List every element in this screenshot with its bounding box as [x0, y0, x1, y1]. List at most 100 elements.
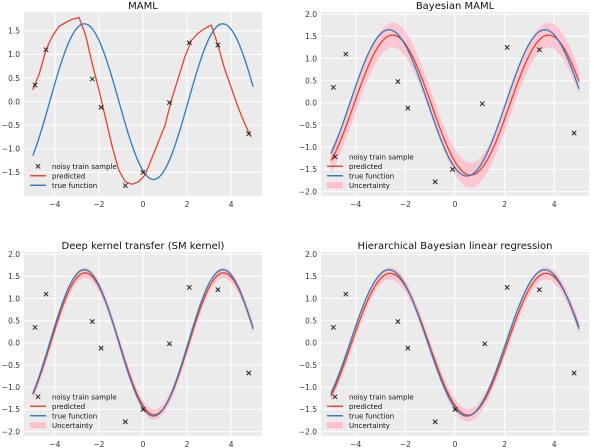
x-tick-label: −4: [49, 440, 60, 448]
y-tick-label: 0.5: [8, 74, 20, 83]
plot-area: [32, 16, 254, 189]
y-tick-label: 0.0: [8, 97, 20, 106]
train-sample-marker: [122, 183, 128, 189]
x-tick-label: 0: [141, 200, 146, 209]
x-tick-label: −4: [350, 200, 361, 209]
legend-marker: [332, 154, 338, 160]
train-sample-marker: [32, 324, 38, 330]
train-sample-marker: [43, 291, 49, 297]
legend-marker: [35, 163, 41, 169]
true-function-line: [330, 29, 580, 177]
legend-label: Uncertainty: [349, 182, 390, 190]
legend-marker: [35, 394, 41, 400]
legend-label: noisy train sample: [349, 393, 414, 401]
train-sample-marker: [571, 130, 577, 136]
uncertainty-band: [330, 267, 580, 422]
train-sample-marker: [32, 82, 38, 88]
y-tick-label: 1.5: [8, 272, 20, 281]
train-sample-marker: [343, 51, 349, 57]
y-tick-label: 0.5: [8, 316, 20, 325]
train-sample-marker: [186, 284, 192, 291]
y-tick-label: 1.5: [8, 27, 20, 36]
y-tick-label: −0.5: [2, 121, 20, 130]
plot-area: [330, 267, 580, 425]
y-tick-label: −1.0: [299, 383, 317, 392]
y-tick-label: 1.5: [305, 32, 317, 41]
y-tick-label: −1.0: [2, 145, 20, 154]
x-tick-label: 0: [141, 440, 146, 448]
subplot-title: Deep kernel transfer (SM kernel): [62, 241, 225, 252]
subplot-title: Hierarchical Bayesian linear regression: [357, 241, 552, 252]
y-tick-label: −1.5: [2, 168, 20, 177]
legend-label: noisy train sample: [52, 393, 117, 401]
legend-label: true function: [349, 412, 394, 420]
y-tick-label: 2.0: [305, 10, 317, 19]
y-tick-label: −0.5: [2, 361, 20, 370]
uncertainty-band: [330, 22, 580, 188]
subplot-title: MAML: [128, 1, 158, 12]
legend-swatch: [327, 182, 343, 189]
y-tick-label: −0.5: [299, 361, 317, 370]
train-sample-marker: [405, 345, 411, 351]
x-tick-label: −4: [49, 200, 60, 209]
train-sample-marker: [536, 47, 542, 53]
predicted-line: [330, 272, 580, 416]
subplot-4: −4 −2 0 2 4 −2.0 −1.5 −1.0 −0.5 0.0 0.5 1.0 1.5 2.0 Hi…: [299, 241, 589, 448]
subplot-1: −4 −2 0 2 4 −1.5 −1.0 −0.5 0.0 0.5 1.0 1.5 MAML noisy…: [2, 1, 262, 209]
train-sample-marker: [246, 370, 252, 376]
legend-swatch: [30, 422, 46, 429]
train-sample-marker: [395, 79, 401, 85]
y-tick-label: −1.0: [299, 143, 317, 152]
train-sample-marker: [452, 406, 458, 412]
train-sample-marker: [449, 166, 456, 172]
train-sample-marker: [330, 84, 336, 90]
train-sample-marker: [89, 76, 95, 82]
y-tick-label: 0.0: [8, 339, 20, 348]
y-tick-label: 0.5: [305, 76, 317, 85]
legend-label: true function: [52, 182, 97, 190]
subplot-title: Bayesian MAML: [416, 1, 495, 12]
train-sample-marker: [140, 406, 146, 412]
subplot-3: −4 −2 0 2 4 −2.0 −1.5 −1.0 −0.5 0.0 0.5 1.0 1.5 2.0 De…: [2, 241, 262, 448]
train-sample-marker: [504, 44, 510, 51]
train-sample-marker: [89, 319, 95, 325]
legend-label: noisy train sample: [349, 153, 414, 161]
x-tick-label: 4: [229, 200, 234, 209]
predicted-line: [32, 272, 254, 416]
train-sample-marker: [98, 345, 104, 351]
x-tick-label: 2: [185, 440, 190, 448]
train-sample-marker: [482, 341, 488, 347]
y-tick-label: 2.0: [305, 250, 317, 259]
x-tick-label: 2: [502, 200, 507, 209]
y-tick-label: −0.5: [299, 121, 317, 130]
legend-label: predicted: [349, 163, 382, 171]
y-tick-label: −1.0: [2, 383, 20, 392]
legend-label: noisy train sample: [52, 163, 117, 171]
y-tick-label: 0.5: [305, 316, 317, 325]
train-sample-marker: [432, 419, 438, 425]
train-sample-marker: [536, 287, 542, 293]
y-tick-label: −1.5: [299, 405, 317, 414]
legend-label: true function: [349, 172, 394, 180]
train-sample-marker: [395, 319, 401, 325]
train-sample-marker: [122, 419, 128, 425]
legend-label: predicted: [52, 403, 85, 411]
train-sample-marker: [571, 370, 577, 376]
x-tick-label: −4: [350, 440, 361, 448]
train-sample-marker: [330, 324, 336, 330]
y-tick-label: 1.0: [8, 294, 20, 303]
true-function-line: [330, 269, 580, 417]
train-sample-marker: [246, 131, 252, 137]
train-sample-marker: [166, 100, 172, 106]
y-tick-label: 0.0: [305, 99, 317, 108]
train-sample-marker: [432, 179, 438, 185]
y-tick-label: −2.0: [2, 427, 20, 436]
x-tick-label: 4: [229, 440, 234, 448]
y-tick-label: −2.0: [299, 427, 317, 436]
x-tick-label: 2: [185, 200, 190, 209]
x-tick-label: −2: [93, 200, 104, 209]
x-tick-label: 0: [453, 440, 458, 448]
